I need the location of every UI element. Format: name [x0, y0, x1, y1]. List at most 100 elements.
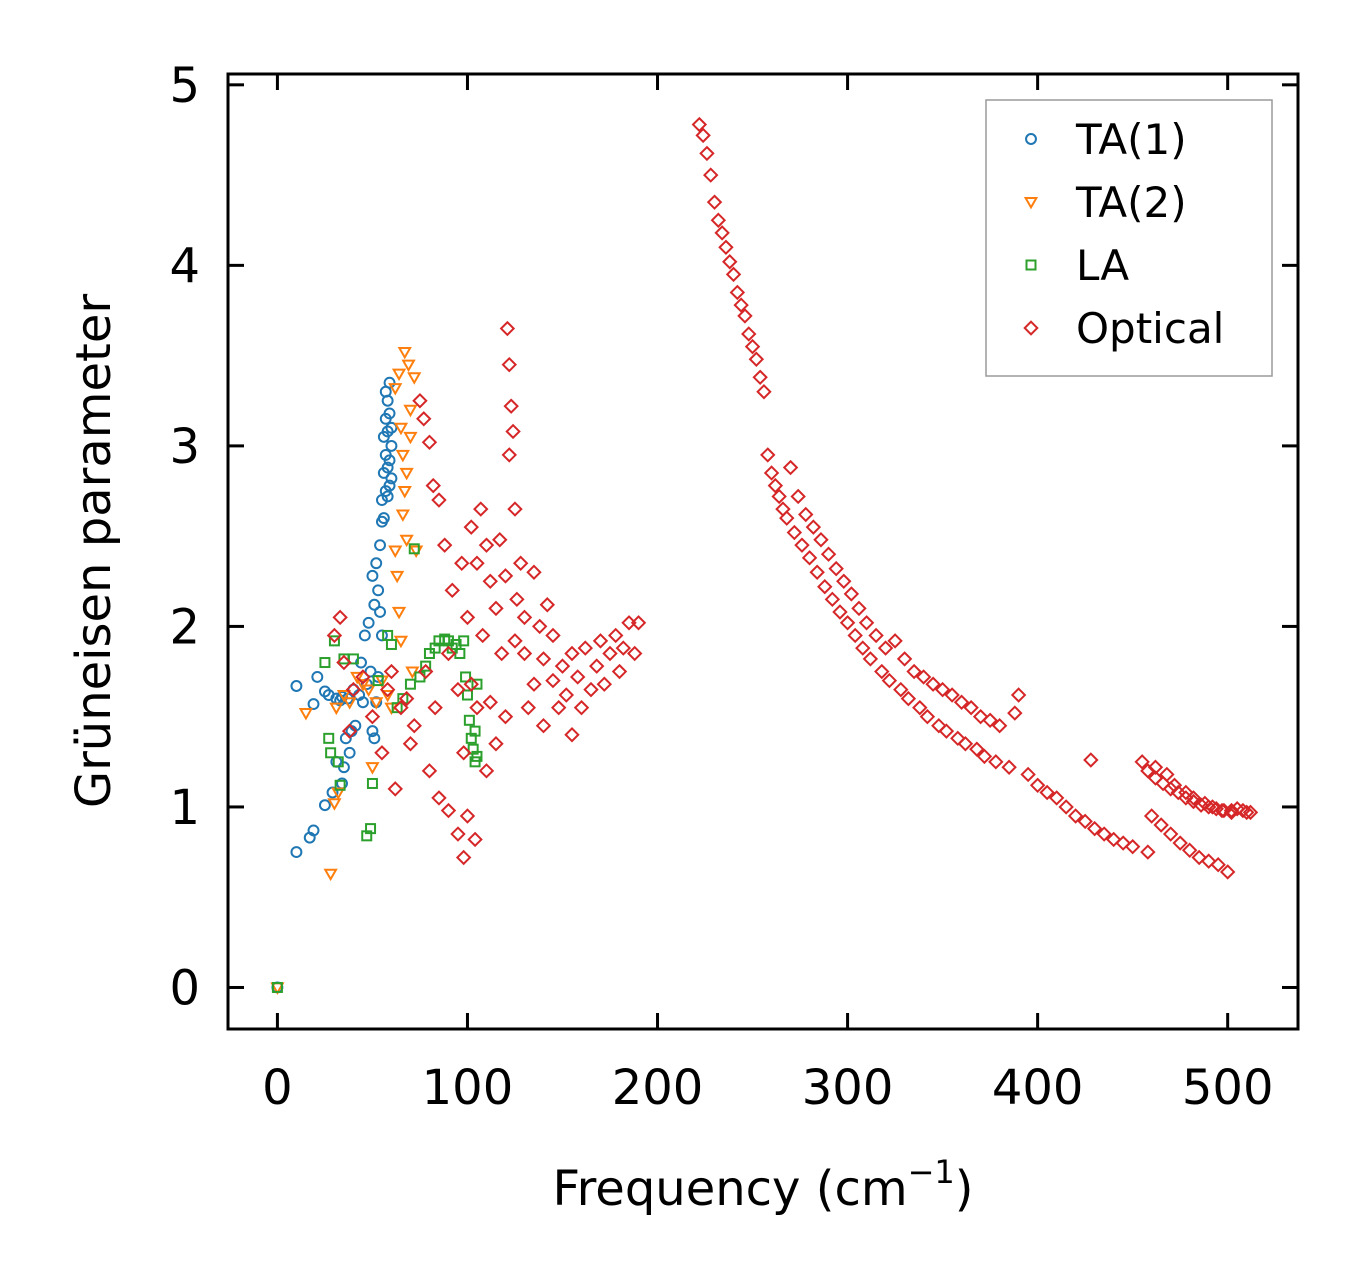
- data-point: [1001, 759, 1017, 775]
- data-point: [858, 615, 875, 631]
- data-point: [874, 663, 890, 680]
- data-point: [756, 384, 772, 400]
- data-point: [387, 781, 403, 797]
- data-point: [1105, 831, 1122, 848]
- data-point: [1067, 808, 1084, 824]
- data-point: [469, 725, 481, 737]
- data-point: [1242, 804, 1259, 821]
- data-point: [1155, 775, 1171, 792]
- data-point: [813, 532, 829, 548]
- data-point: [1147, 770, 1164, 786]
- data-point: [474, 627, 491, 644]
- x-axis-label: Frequency (cm−1): [552, 1153, 973, 1217]
- data-point: [450, 681, 466, 698]
- data-point: [368, 598, 381, 611]
- data-point: [271, 981, 283, 993]
- series-la: [271, 543, 483, 993]
- data-point: [1083, 752, 1099, 768]
- data-point: [399, 467, 414, 481]
- data-point: [408, 543, 420, 555]
- data-point: [355, 669, 371, 685]
- data-point: [520, 699, 536, 716]
- data-point: [1029, 777, 1046, 793]
- data-point: [343, 746, 356, 759]
- data-point: [463, 714, 475, 726]
- data-point: [828, 560, 844, 577]
- data-point: [501, 356, 517, 373]
- data-point: [385, 439, 398, 452]
- data-point: [323, 868, 338, 882]
- data-point: [336, 654, 352, 671]
- data-point: [1086, 820, 1103, 837]
- data-point: [1147, 759, 1164, 775]
- data-point: [512, 555, 529, 571]
- data-point: [583, 681, 599, 698]
- data-point: [539, 597, 556, 613]
- data-point: [374, 745, 390, 761]
- x-tick-label: 200: [612, 1060, 704, 1116]
- data-point: [507, 501, 523, 517]
- data-point: [388, 383, 403, 396]
- data-point: [364, 708, 381, 725]
- data-point: [554, 658, 571, 674]
- data-point: [545, 672, 561, 689]
- data-point: [1238, 804, 1255, 821]
- data-point: [375, 629, 388, 642]
- data-point: [748, 351, 765, 367]
- data-point: [372, 675, 384, 687]
- plot-frame: [226, 72, 1300, 1031]
- data-point: [934, 681, 951, 698]
- data-point: [991, 717, 1008, 734]
- data-point: [385, 472, 398, 485]
- data-point: [1010, 687, 1027, 703]
- data-point: [925, 676, 941, 692]
- data-point: [356, 696, 369, 709]
- data-point: [919, 708, 936, 725]
- y-tick-label: 3: [169, 419, 200, 475]
- data-point: [1185, 793, 1202, 810]
- data-point: [630, 615, 647, 631]
- data-point: [526, 676, 542, 692]
- data-point: [771, 488, 787, 505]
- data-point: [733, 297, 749, 313]
- data-point: [832, 604, 848, 620]
- data-point: [881, 672, 898, 689]
- series-ta-1: [271, 376, 398, 994]
- data-point: [915, 669, 932, 685]
- data-point: [569, 669, 586, 685]
- data-point: [744, 338, 761, 355]
- data-point: [390, 570, 405, 584]
- data-point: [478, 537, 495, 553]
- data-point: [401, 359, 416, 373]
- data-point: [374, 539, 386, 552]
- data-point: [790, 488, 806, 505]
- data-point: [414, 671, 426, 683]
- data-point: [440, 802, 457, 819]
- data-point: [839, 615, 856, 631]
- data-point: [703, 167, 719, 183]
- data-point: [710, 212, 727, 228]
- data-point: [416, 411, 432, 427]
- data-point: [482, 694, 498, 710]
- data-point: [817, 578, 833, 595]
- data-point: [516, 645, 533, 662]
- data-point: [535, 717, 552, 734]
- data-point: [526, 564, 542, 580]
- data-point: [798, 506, 814, 523]
- legend: TA(1) TA(2) LA Optical: [985, 99, 1273, 377]
- data-point: [1140, 763, 1156, 779]
- data-point: [385, 421, 398, 434]
- data-point: [427, 699, 443, 716]
- data-point: [809, 564, 825, 580]
- data-point: [395, 509, 410, 522]
- data-point: [412, 393, 428, 409]
- data-point: [372, 584, 385, 597]
- data-point: [550, 699, 567, 716]
- data-point: [471, 678, 483, 690]
- data-point: [444, 582, 460, 599]
- data-point: [741, 326, 757, 342]
- data-point: [362, 616, 375, 629]
- x-tick-label: 400: [992, 1060, 1084, 1116]
